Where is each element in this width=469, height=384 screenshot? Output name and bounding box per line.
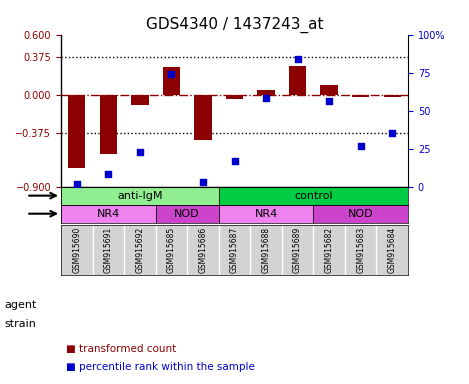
Bar: [163, 67, 180, 95]
Text: GSM915692: GSM915692: [136, 227, 144, 273]
Point: [199, 179, 207, 185]
Bar: [257, 90, 275, 95]
Bar: [226, 95, 243, 99]
Bar: [352, 95, 370, 98]
Bar: [384, 95, 401, 98]
Bar: [131, 95, 149, 104]
Text: GSM915687: GSM915687: [230, 227, 239, 273]
Point: [325, 98, 333, 104]
Point: [167, 71, 175, 77]
Text: GSM915682: GSM915682: [325, 227, 333, 273]
Point: [73, 180, 81, 187]
Text: GSM915691: GSM915691: [104, 227, 113, 273]
FancyBboxPatch shape: [61, 205, 156, 223]
Text: ■ percentile rank within the sample: ■ percentile rank within the sample: [66, 362, 255, 372]
Bar: [99, 95, 117, 154]
Bar: [68, 95, 85, 168]
Text: GSM915683: GSM915683: [356, 227, 365, 273]
Text: anti-IgM: anti-IgM: [117, 190, 163, 200]
Point: [136, 149, 144, 155]
Point: [105, 171, 112, 177]
Text: GSM915689: GSM915689: [293, 227, 302, 273]
Point: [262, 95, 270, 101]
FancyBboxPatch shape: [313, 205, 408, 223]
Point: [388, 130, 396, 136]
Bar: [289, 66, 306, 95]
FancyBboxPatch shape: [61, 187, 219, 205]
Text: agent: agent: [5, 300, 37, 310]
FancyBboxPatch shape: [219, 205, 313, 223]
FancyBboxPatch shape: [156, 205, 219, 223]
Point: [357, 142, 364, 149]
Text: control: control: [294, 190, 333, 200]
Text: GSM915685: GSM915685: [167, 227, 176, 273]
Text: strain: strain: [5, 319, 37, 329]
Text: GSM915684: GSM915684: [388, 227, 397, 273]
Bar: [320, 85, 338, 95]
Text: GSM915686: GSM915686: [198, 227, 207, 273]
Point: [231, 158, 238, 164]
Title: GDS4340 / 1437243_at: GDS4340 / 1437243_at: [146, 17, 323, 33]
Bar: [194, 95, 212, 140]
Text: NOD: NOD: [348, 209, 373, 219]
FancyBboxPatch shape: [219, 187, 408, 205]
Point: [294, 56, 302, 62]
Text: NOD: NOD: [174, 209, 200, 219]
Text: NR4: NR4: [97, 209, 120, 219]
Text: NR4: NR4: [254, 209, 278, 219]
Text: GSM915690: GSM915690: [72, 227, 81, 273]
Text: ■ transformed count: ■ transformed count: [66, 344, 176, 354]
Text: GSM915688: GSM915688: [262, 227, 271, 273]
